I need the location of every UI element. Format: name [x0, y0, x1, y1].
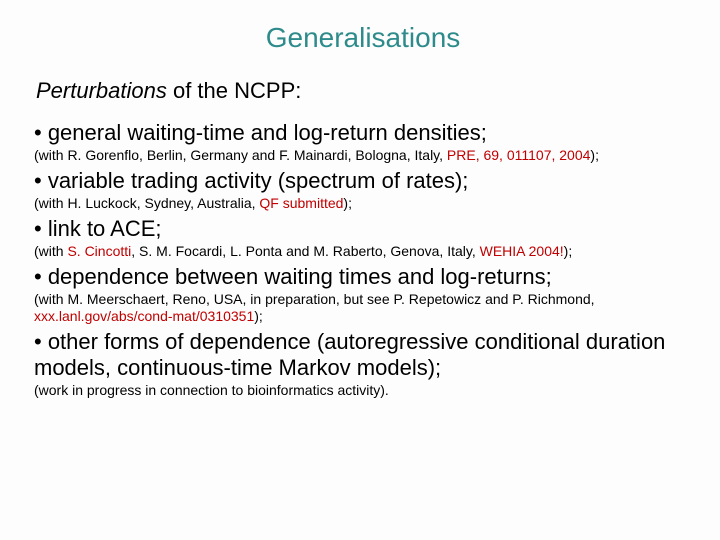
- slide: Generalisations Perturbations of the NCP…: [0, 0, 720, 540]
- bullet-1: • general waiting-time and log-return de…: [34, 120, 692, 146]
- cite-4-a: (with M. Meerschaert, Reno, USA, in prep…: [34, 291, 595, 307]
- cite-1-highlight: PRE, 69, 011107, 2004: [447, 147, 590, 163]
- cite-3-m: , S. M. Focardi, L. Ponta and M. Raberto…: [131, 243, 479, 259]
- cite-3-h2: WEHIA 2004!: [480, 243, 564, 259]
- bullet-2: • variable trading activity (spectrum of…: [34, 168, 692, 194]
- cite-2-a: (with H. Luckock, Sydney, Australia,: [34, 195, 259, 211]
- cite-3: (with S. Cincotti, S. M. Focardi, L. Pon…: [34, 243, 692, 260]
- cite-4: (with M. Meerschaert, Reno, USA, in prep…: [34, 291, 692, 325]
- subtitle-rest: of the NCPP:: [167, 78, 302, 103]
- cite-5: (work in progress in connection to bioin…: [34, 382, 692, 399]
- bullet-4: • dependence between waiting times and l…: [34, 264, 692, 290]
- subtitle: Perturbations of the NCPP:: [36, 78, 692, 104]
- subtitle-italic: Perturbations: [36, 78, 167, 103]
- cite-4-b: );: [254, 308, 263, 324]
- cite-2: (with H. Luckock, Sydney, Australia, QF …: [34, 195, 692, 212]
- cite-2-b: );: [343, 195, 352, 211]
- cite-1-b: );: [590, 147, 599, 163]
- slide-title: Generalisations: [34, 22, 692, 54]
- bullet-5: • other forms of dependence (autoregress…: [34, 329, 692, 381]
- cite-4-highlight: xxx.lanl.gov/abs/cond-mat/0310351: [34, 308, 254, 324]
- cite-3-h1: S. Cincotti: [67, 243, 131, 259]
- cite-1: (with R. Gorenflo, Berlin, Germany and F…: [34, 147, 692, 164]
- cite-1-a: (with R. Gorenflo, Berlin, Germany and F…: [34, 147, 447, 163]
- cite-3-a: (with: [34, 243, 67, 259]
- cite-3-b: );: [564, 243, 573, 259]
- bullet-3: • link to ACE;: [34, 216, 692, 242]
- cite-2-highlight: QF submitted: [259, 195, 343, 211]
